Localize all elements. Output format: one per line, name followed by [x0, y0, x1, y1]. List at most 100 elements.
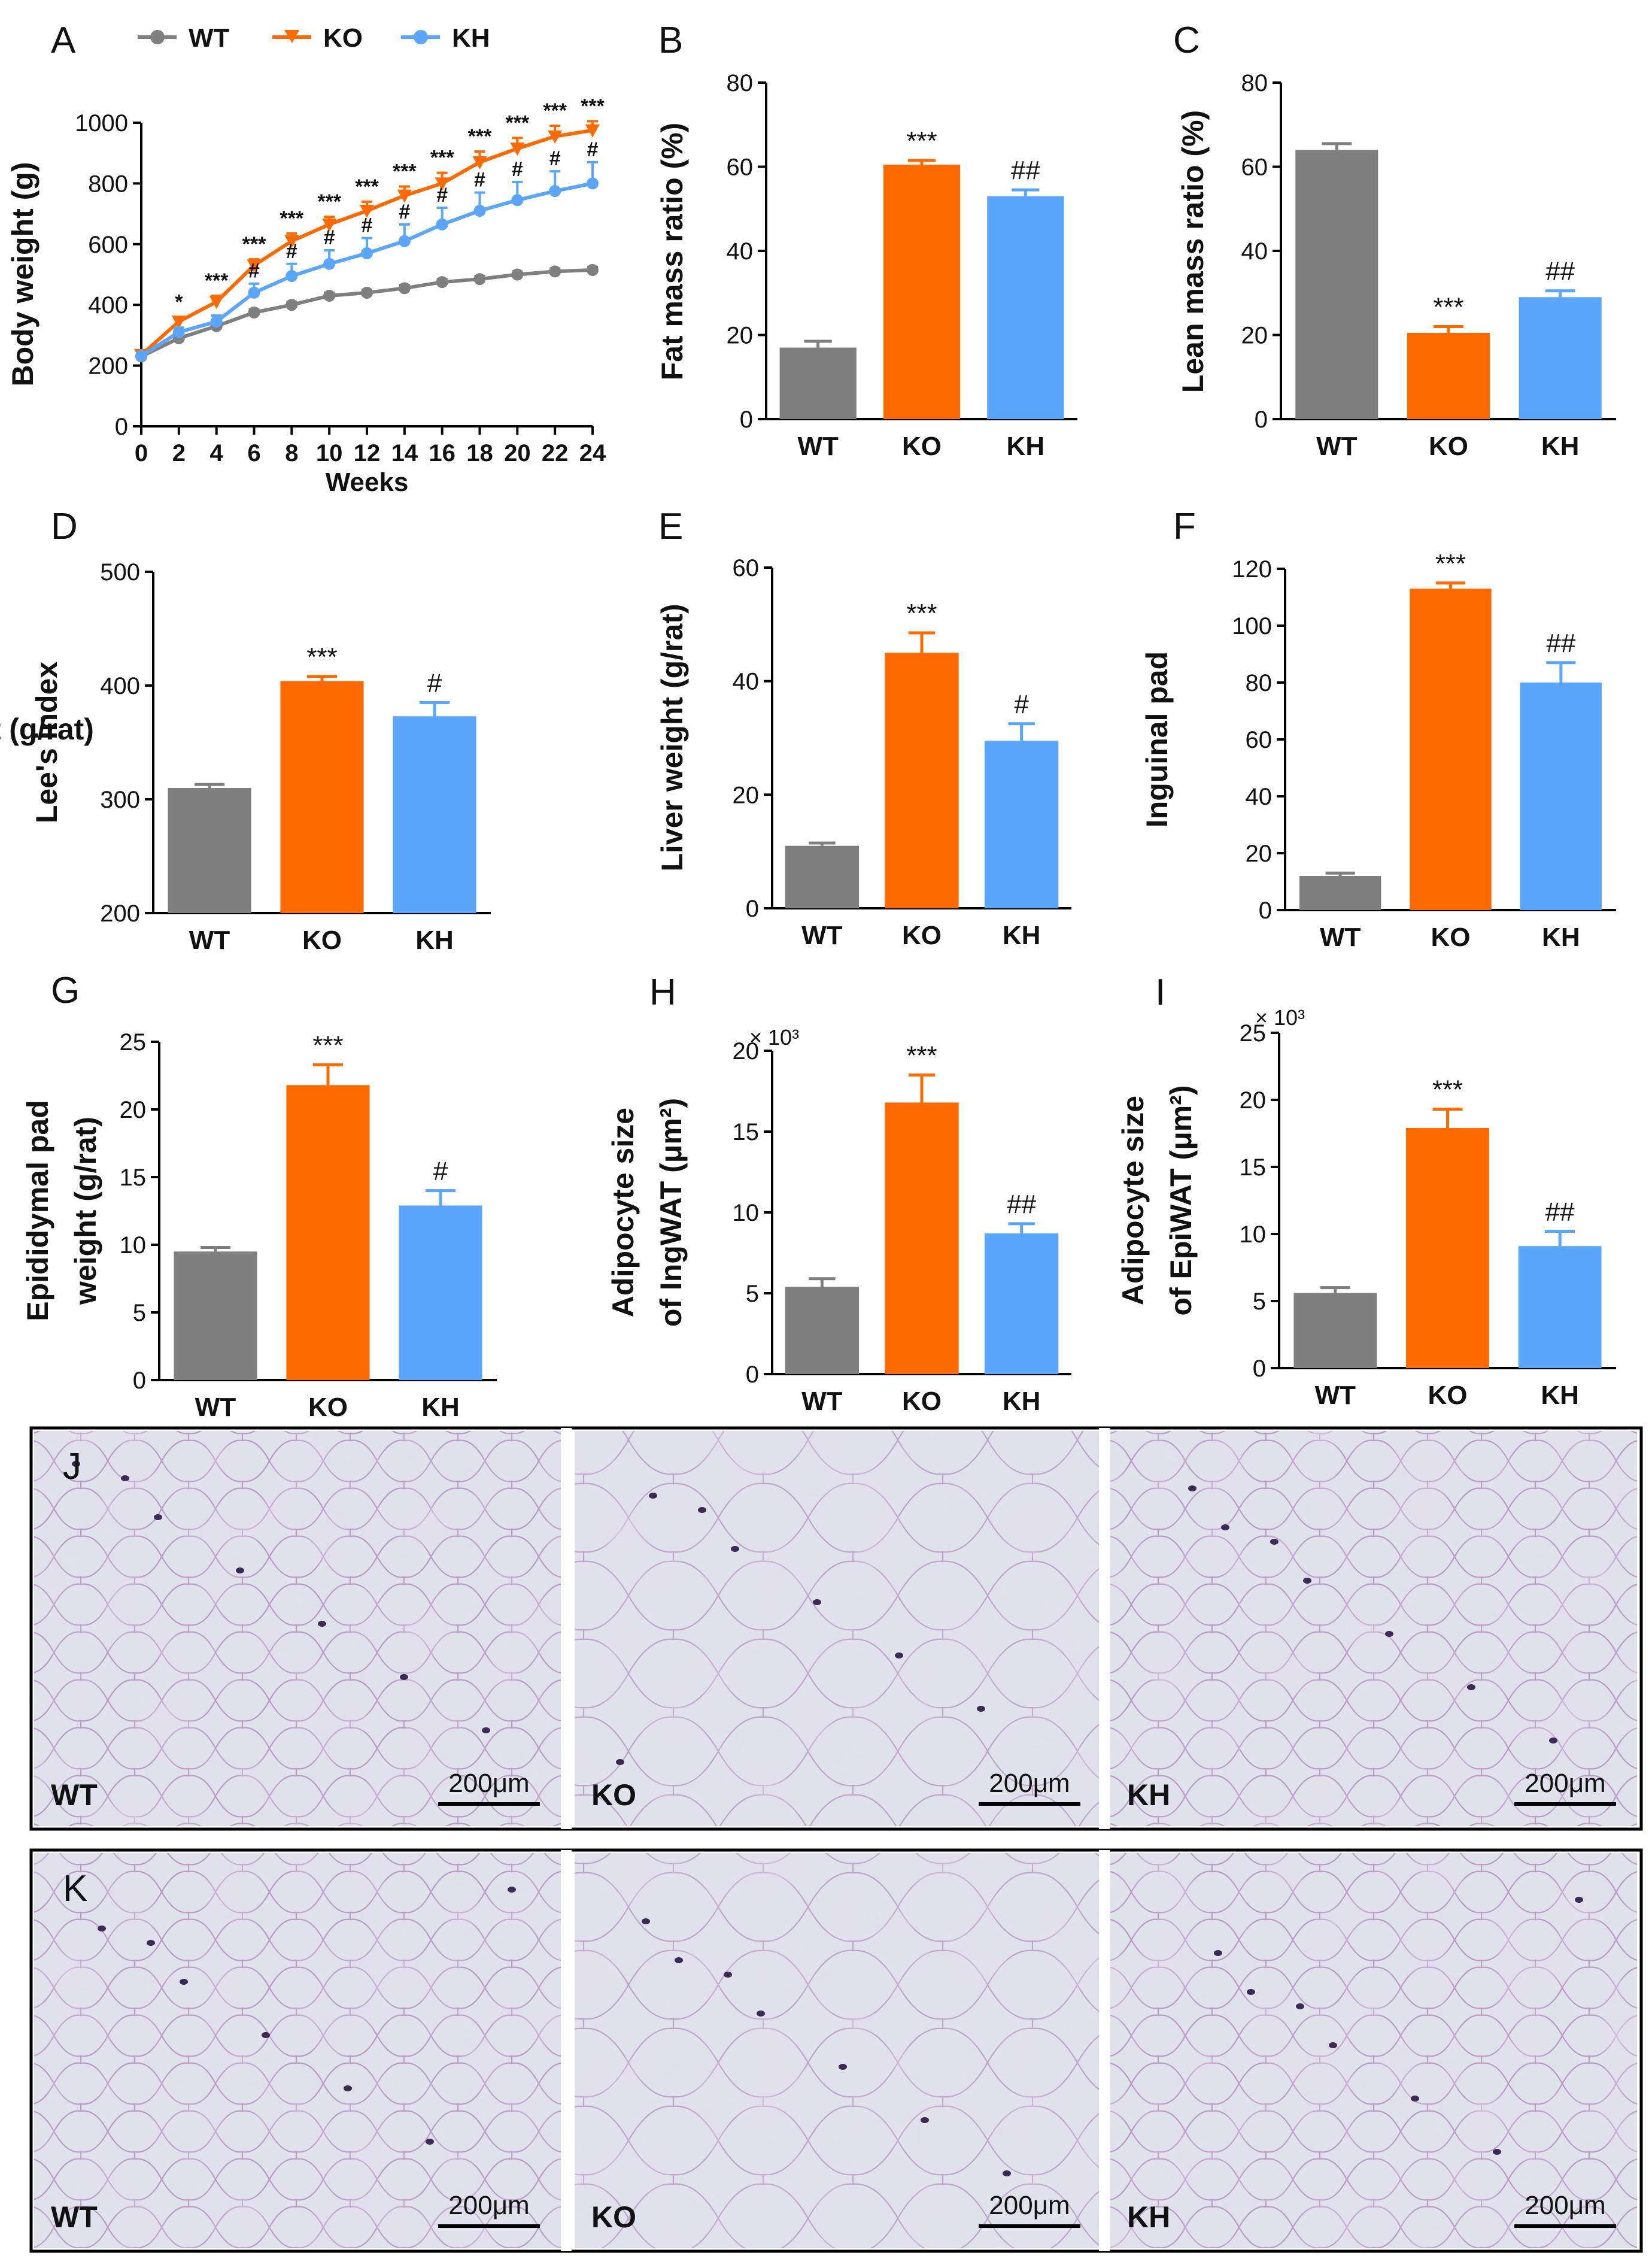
panel-letter-E: E	[658, 506, 683, 547]
cell-nucleus	[1296, 2003, 1304, 2009]
cell-nucleus	[649, 1493, 657, 1499]
x-tick-label-F-KO: KO	[1431, 923, 1471, 952]
panel-letter-D: D	[51, 506, 78, 547]
y-tick-label-D: 200	[100, 900, 140, 927]
micrograph-label-WT: WT	[51, 2200, 98, 2234]
significance-E-KO: ***	[906, 599, 937, 628]
cell-nucleus	[1329, 2042, 1337, 2048]
y-tick-label-H: 0	[746, 1362, 759, 1388]
chart-panel-F: F Inguinal pad weight (g/rat) 0 20 40 60 80 100 1…	[0, 506, 1616, 952]
chart-panel-H: H Adipocyte size of IngWAT (μm²) × 10³ 0 5 10 1…	[606, 972, 1071, 1416]
point-A-WT	[511, 268, 524, 281]
significance-A-KH: #	[399, 201, 410, 223]
cell-nucleus	[839, 2064, 847, 2070]
significance-A-KH: #	[549, 147, 561, 170]
point-A-WT	[286, 299, 298, 311]
x-axis-label-A: Weeks	[326, 468, 409, 497]
cell-nucleus	[98, 1926, 106, 1932]
cell-nucleus	[1188, 1485, 1197, 1491]
significance-A-KO: ***	[393, 160, 417, 183]
significance-A-KH: #	[474, 169, 485, 192]
significance-A-KO: ***	[317, 190, 341, 213]
micrograph-J-KH: KH 200μm	[1110, 1431, 1637, 1826]
point-A-KH	[587, 177, 599, 190]
x-tick-label-H-KH: KH	[1003, 1387, 1041, 1416]
y-tick-label-H: 20	[733, 1038, 760, 1065]
significance-A-KO: ***	[468, 125, 492, 148]
point-A-WT	[361, 286, 373, 299]
y-tick-label-A: 800	[88, 171, 128, 197]
y-tick-label-G: 15	[120, 1165, 147, 1191]
x-tick-label-F-WT: WT	[1320, 923, 1361, 952]
y-axis-label-H-line1: Adipocyte size	[606, 1108, 640, 1317]
bar-B-KH	[987, 196, 1064, 419]
panel-letter-A: A	[51, 20, 76, 61]
micrograph-K-KO: KO 200μm	[575, 1853, 1101, 2248]
significance-B-KH: ##	[1011, 156, 1040, 185]
tissue-texture	[575, 1853, 1101, 2248]
bar-G-WT	[174, 1251, 257, 1380]
significance-A-KO: ***	[505, 111, 529, 134]
significance-A-KO: ***	[242, 233, 266, 256]
point-A-KO	[360, 205, 374, 219]
significance-A-KH: #	[286, 240, 297, 263]
y-tick-label-B: 20	[727, 323, 754, 349]
chart-panel-B: B Fat mass ratio (%) 0 20 40 60 80 WT KO *** KH ##	[655, 20, 1077, 461]
cell-nucleus	[1003, 2170, 1011, 2176]
cell-nucleus	[921, 2117, 929, 2123]
scale-bar-text: 200μm	[448, 2191, 529, 2220]
x-tick-label-E-WT: WT	[801, 921, 843, 950]
significance-C-KH: ##	[1545, 257, 1575, 286]
cell-nucleus	[698, 1507, 706, 1513]
point-A-KO	[209, 296, 224, 310]
x-tick-label-A: 16	[429, 440, 455, 466]
point-A-KO	[171, 316, 186, 329]
bar-D-KH	[393, 716, 476, 913]
legend-label-KH: KH	[452, 23, 490, 53]
significance-A-KH: #	[587, 138, 599, 161]
y-tick-label-E: 40	[733, 669, 760, 695]
cell-nucleus	[1467, 1684, 1475, 1690]
micrograph-K-WT: WT 200μm	[34, 1853, 561, 2248]
y-axis-label-G-line2: weight (g/rat)	[69, 1117, 102, 1305]
point-A-WT	[587, 263, 599, 276]
y-axis-label-F-line1: Inguinal pad	[1140, 651, 1174, 827]
point-A-WT	[248, 306, 260, 319]
point-A-KO	[247, 259, 262, 273]
cell-nucleus	[1575, 1897, 1583, 1903]
y-axis-label-B: Fat mass ratio (%)	[655, 123, 689, 381]
y-tick-label-A: 400	[88, 292, 128, 319]
y-tick-label-I: 0	[1253, 1356, 1266, 1382]
point-A-KH	[172, 326, 185, 338]
legend-label-KO: KO	[323, 23, 363, 53]
y-axis-label-H-line2: of IngWAT (μm²)	[654, 1098, 688, 1327]
x-tick-label-C-KH: KH	[1541, 432, 1580, 461]
micrograph-row-J: WT 200μm KO 200μm KH 200μm J	[29, 1426, 1643, 1831]
significance-E-KH: #	[1014, 690, 1029, 719]
significance-A-KO: ***	[543, 99, 567, 122]
point-A-KO	[435, 177, 450, 191]
axis-multiplier-H: × 10³	[749, 1025, 799, 1050]
y-tick-label-E: 20	[733, 782, 760, 808]
y-tick-label-I: 5	[1253, 1288, 1266, 1315]
point-A-KO	[548, 130, 563, 144]
significance-A-KO: ***	[280, 207, 303, 230]
micrograph-J-WT: WT 200μm	[34, 1431, 561, 1826]
cell-nucleus	[1214, 1950, 1222, 1956]
point-A-KO	[472, 156, 487, 169]
x-tick-label-E-KO: KO	[902, 921, 942, 950]
chart-panel-C: C Lean mass ratio (%) 0 20 40 60 80 WT KO *** KH ##	[1173, 20, 1616, 461]
x-tick-label-A: 24	[579, 440, 606, 466]
y-tick-label-F: 40	[1246, 784, 1273, 810]
panel-letter-K: K	[63, 1868, 87, 1909]
bar-E-KH	[985, 741, 1059, 908]
cell-nucleus	[1411, 2096, 1419, 2102]
cell-nucleus	[72, 1461, 80, 1467]
x-tick-label-D-KH: KH	[415, 926, 454, 955]
micrograph-label-KH: KH	[1127, 2200, 1170, 2234]
cell-nucleus	[1303, 1578, 1311, 1584]
chart-panel-E: E Liver weight (g/rat) 0 20 40 60 WT KO *** KH #	[655, 506, 1071, 950]
y-tick-label-B: 0	[740, 407, 753, 433]
